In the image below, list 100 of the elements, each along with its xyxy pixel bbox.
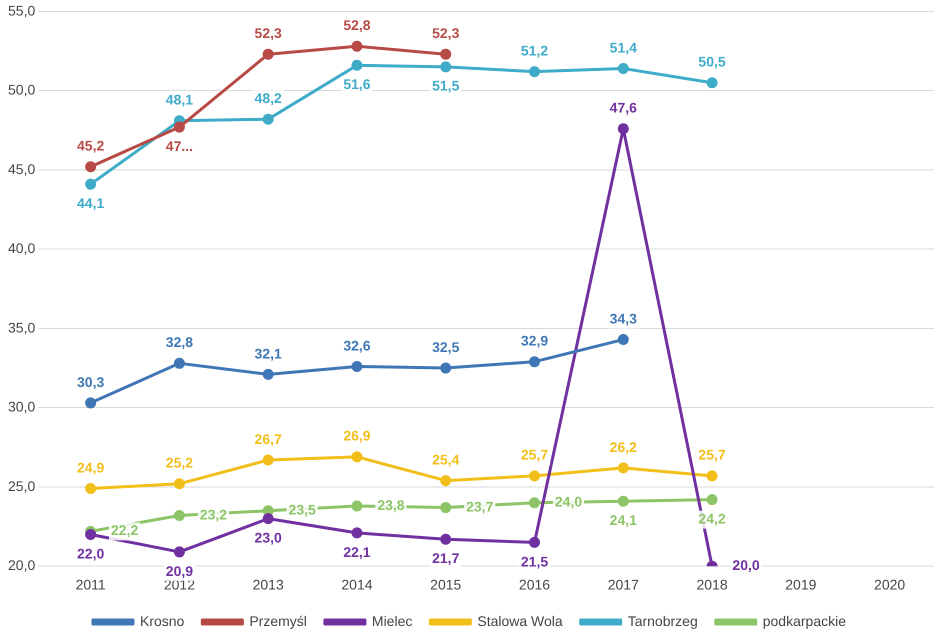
point bbox=[706, 494, 718, 506]
legend-label: Stalowa Wola bbox=[477, 612, 563, 629]
point bbox=[440, 61, 452, 72]
data-label: 25,4 bbox=[432, 451, 460, 468]
data-label: 52,3 bbox=[432, 25, 460, 42]
data-label: 52,3 bbox=[254, 25, 282, 42]
point bbox=[262, 513, 274, 524]
data-label: 26,9 bbox=[343, 428, 371, 444]
data-label: 24,9 bbox=[77, 459, 104, 476]
point bbox=[440, 362, 452, 374]
point bbox=[440, 502, 452, 514]
point bbox=[618, 123, 629, 134]
data-label: 23,2 bbox=[200, 506, 228, 522]
data-label: 25,2 bbox=[166, 454, 194, 471]
point bbox=[174, 358, 185, 369]
data-label: 51,2 bbox=[520, 42, 548, 58]
data-label: 34,3 bbox=[610, 310, 638, 326]
x-tick-label: 2014 bbox=[341, 576, 373, 592]
point bbox=[440, 475, 452, 486]
data-label: 32,1 bbox=[254, 345, 282, 362]
point bbox=[262, 368, 274, 380]
point bbox=[618, 462, 629, 474]
data-label: 21,7 bbox=[432, 550, 460, 566]
point bbox=[85, 397, 96, 408]
x-tick-label: 2020 bbox=[874, 576, 906, 592]
point bbox=[85, 483, 96, 494]
data-label: 32,8 bbox=[166, 334, 194, 350]
data-label: 24,2 bbox=[698, 510, 726, 526]
data-label: 22,2 bbox=[111, 522, 138, 538]
point bbox=[174, 546, 185, 558]
point bbox=[85, 161, 96, 172]
data-label: 22,1 bbox=[343, 544, 371, 560]
y-tick-label: 55,0 bbox=[8, 2, 36, 18]
y-tick-label: 40,0 bbox=[8, 240, 36, 256]
data-label: 25,7 bbox=[698, 446, 726, 463]
data-label: 48,1 bbox=[166, 92, 194, 108]
point bbox=[85, 528, 96, 540]
x-tick-label: 2018 bbox=[696, 576, 728, 592]
legend-label: Mielec bbox=[372, 612, 412, 629]
legend-label: Krosno bbox=[140, 612, 185, 629]
y-tick-label: 30,0 bbox=[8, 398, 36, 415]
data-label: 22,0 bbox=[77, 545, 104, 562]
data-label: 24,0 bbox=[554, 494, 582, 510]
point bbox=[618, 334, 629, 346]
data-label: 45,2 bbox=[77, 138, 104, 154]
data-label: 44,1 bbox=[77, 195, 104, 212]
x-tick-label: 2017 bbox=[608, 576, 640, 592]
data-label: 50,5 bbox=[698, 54, 726, 70]
point bbox=[529, 497, 540, 508]
point bbox=[529, 536, 540, 548]
point bbox=[85, 178, 96, 190]
point bbox=[262, 48, 274, 60]
point bbox=[174, 478, 185, 490]
x-tick-label: 2011 bbox=[76, 576, 106, 592]
point bbox=[351, 40, 362, 52]
point bbox=[351, 451, 362, 462]
point bbox=[351, 60, 362, 71]
legend-label: Tarnobrzeg bbox=[628, 612, 698, 629]
point bbox=[618, 62, 629, 74]
point bbox=[440, 48, 452, 60]
point bbox=[262, 114, 274, 125]
point bbox=[706, 77, 718, 88]
x-tick-label: 2013 bbox=[252, 576, 284, 592]
data-label: 25,7 bbox=[520, 446, 548, 463]
y-tick-label: 20,0 bbox=[8, 557, 36, 574]
point bbox=[440, 534, 452, 545]
x-tick-label: 2015 bbox=[430, 576, 462, 592]
point bbox=[174, 510, 185, 521]
data-label: 47,6 bbox=[610, 100, 638, 116]
data-label: 52,8 bbox=[343, 17, 371, 34]
point bbox=[174, 122, 185, 133]
y-tick-label: 45,0 bbox=[8, 160, 36, 177]
data-label: 51,5 bbox=[432, 78, 460, 94]
data-label: 47... bbox=[166, 138, 194, 154]
point bbox=[351, 360, 362, 372]
data-label: 30,3 bbox=[77, 374, 104, 390]
point bbox=[618, 496, 629, 507]
data-label: 26,7 bbox=[254, 430, 282, 447]
data-label: 20,9 bbox=[166, 562, 194, 579]
data-label: 23,8 bbox=[377, 496, 405, 513]
data-label: 48,2 bbox=[254, 90, 282, 106]
data-label: 51,6 bbox=[343, 76, 371, 92]
data-label: 51,4 bbox=[610, 39, 638, 56]
point bbox=[529, 470, 540, 482]
data-label: 32,9 bbox=[520, 332, 548, 349]
data-label: 23,5 bbox=[288, 502, 316, 518]
data-label: 23,7 bbox=[466, 498, 494, 514]
data-label: 32,6 bbox=[343, 337, 371, 354]
point bbox=[529, 66, 540, 78]
data-label: 24,1 bbox=[610, 512, 638, 528]
point bbox=[351, 500, 362, 512]
data-label: 32,5 bbox=[432, 338, 460, 355]
y-tick-label: 50,0 bbox=[8, 82, 36, 98]
y-tick-label: 25,0 bbox=[8, 478, 36, 494]
data-label: 20,0 bbox=[732, 557, 760, 574]
legend-label: Przemyśl bbox=[249, 612, 307, 629]
point bbox=[529, 356, 540, 368]
x-tick-label: 2016 bbox=[518, 576, 550, 592]
point bbox=[262, 454, 274, 466]
data-label: 23,0 bbox=[254, 530, 282, 546]
